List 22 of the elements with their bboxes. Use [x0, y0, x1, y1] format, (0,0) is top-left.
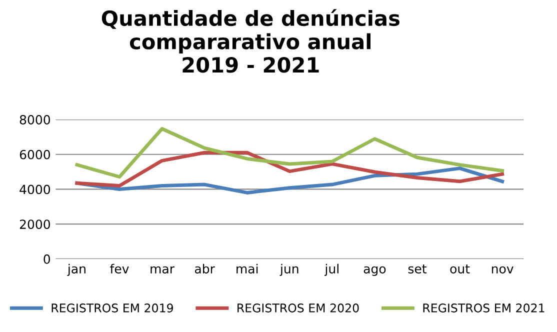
- y-tick-label: 4000: [20, 184, 50, 194]
- x-tick-label: jan: [67, 264, 86, 276]
- x-tick-label: out: [450, 264, 470, 274]
- legend-label: REGISTROS EM 2020: [238, 304, 359, 312]
- y-tick-label: 8000: [20, 114, 50, 124]
- y-tick-label: 6000: [20, 150, 50, 160]
- x-tick-label: abr: [194, 264, 215, 274]
- x-tick-label: mar: [150, 266, 175, 274]
- line-series: [75, 150, 504, 188]
- x-tick-label: jun: [280, 264, 298, 276]
- x-tick-label: ago: [364, 266, 386, 276]
- x-tick-label: mai: [236, 264, 258, 274]
- x-tick-label: nov: [492, 266, 514, 274]
- line-series: [75, 127, 504, 179]
- y-tick-label: 0: [44, 254, 50, 264]
- legend-label: REGISTROS EM 2019: [52, 304, 173, 312]
- chart-title: Quantidade de denúncias compararativo anual 2019 - 2021: [102, 9, 400, 73]
- legend-label: REGISTROS EM 2021: [423, 304, 544, 312]
- y-tick-label: 2000: [20, 220, 50, 230]
- x-tick-label: jul: [324, 264, 338, 276]
- x-tick-label: set: [408, 264, 426, 274]
- x-tick-label: fev: [110, 264, 129, 274]
